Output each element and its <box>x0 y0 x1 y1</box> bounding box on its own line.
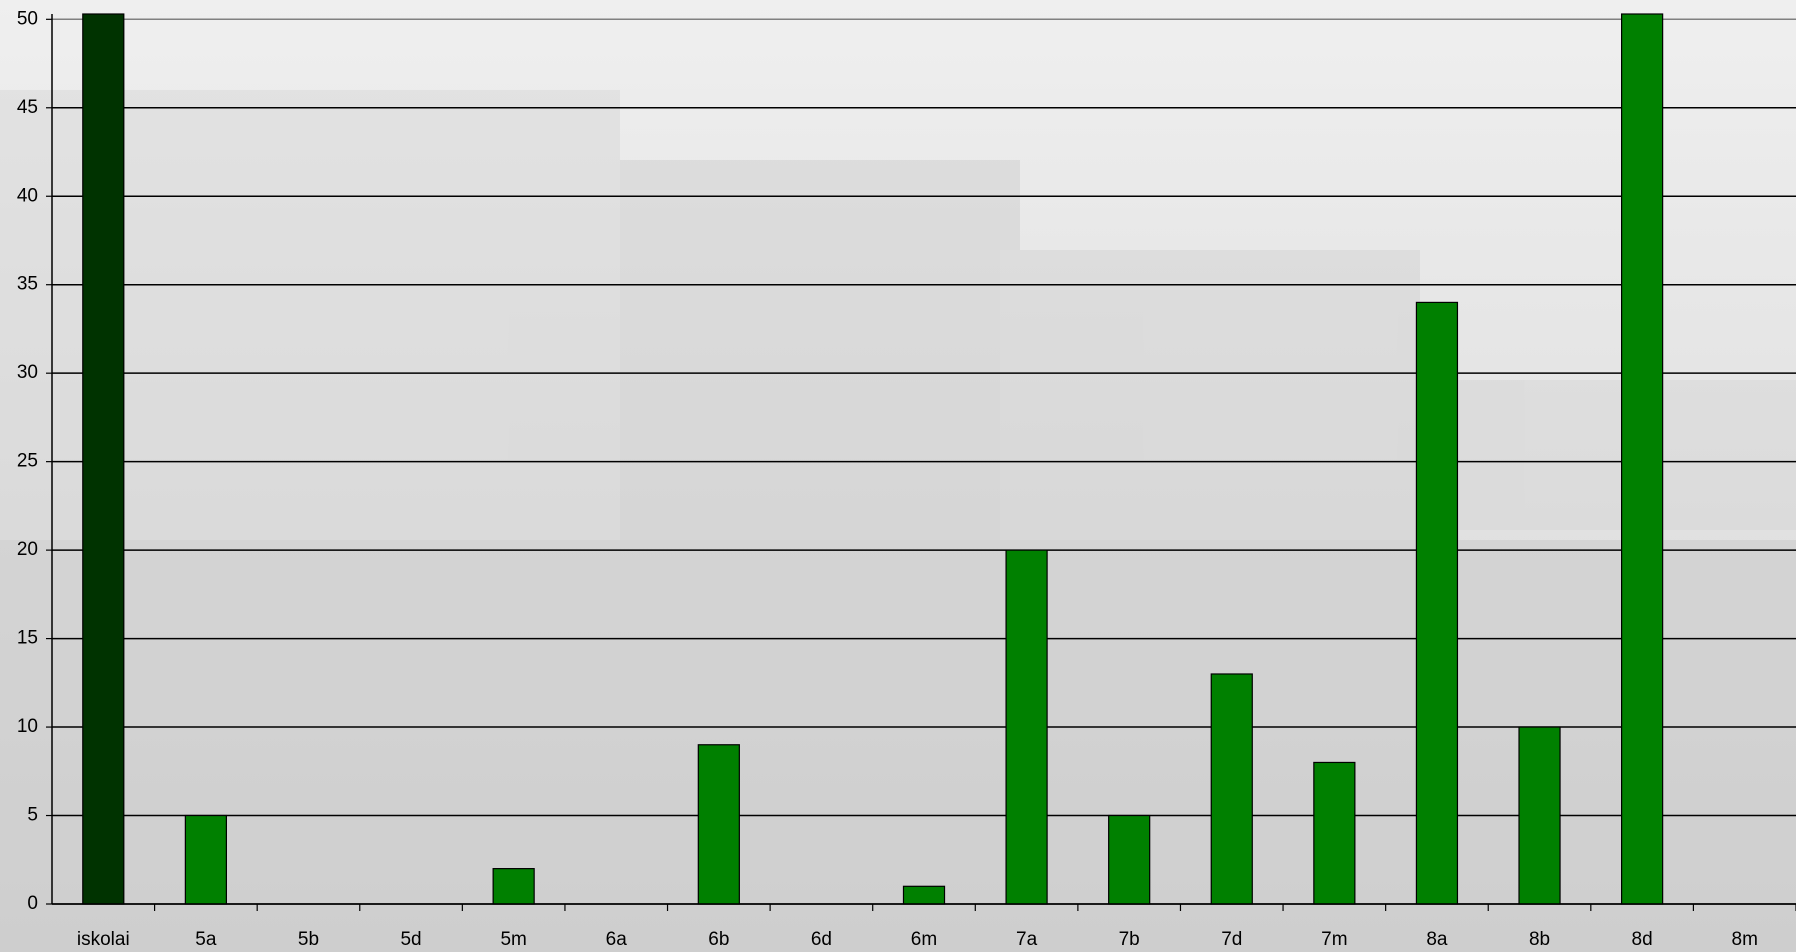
y-tick-label: 25 <box>17 451 38 472</box>
x-tick-label: 5a <box>195 929 217 950</box>
x-tick-label: 8d <box>1632 929 1653 950</box>
y-tick-label: 5 <box>27 805 38 826</box>
y-tick-label: 30 <box>17 362 38 383</box>
y-tick-label: 0 <box>27 893 38 914</box>
bar <box>184 814 227 905</box>
x-tick-label: 6m <box>911 929 937 950</box>
y-tick-label: 40 <box>17 185 38 206</box>
x-tick-label: 6d <box>811 929 832 950</box>
x-tick-label: 6a <box>606 929 628 950</box>
bar <box>1620 13 1664 905</box>
x-tick-label: 8b <box>1529 929 1550 950</box>
x-tick-label: 5d <box>400 929 421 950</box>
x-tick-label: 5m <box>500 929 526 950</box>
bar <box>902 885 946 905</box>
y-tick-label: 45 <box>17 97 38 118</box>
bar <box>1313 761 1356 905</box>
bar <box>697 744 740 905</box>
bar <box>1108 814 1151 905</box>
y-tick-label: 20 <box>17 539 38 560</box>
bar <box>1415 301 1459 905</box>
x-tick-label: 8m <box>1732 929 1758 950</box>
y-tick-label: 15 <box>17 628 38 649</box>
bar <box>1005 549 1048 905</box>
y-tick-label: 10 <box>17 716 38 737</box>
x-tick-label: 7b <box>1119 929 1140 950</box>
y-tick-label: 35 <box>17 274 38 295</box>
x-tick-label: 6b <box>708 929 729 950</box>
x-tick-label: iskolai <box>77 929 130 950</box>
bar <box>492 868 535 905</box>
x-tick-label: 7d <box>1221 929 1242 950</box>
x-tick-label: 5b <box>298 929 319 950</box>
bar <box>1518 726 1561 905</box>
x-tick-label: 7a <box>1016 929 1038 950</box>
bar <box>82 13 125 905</box>
bar <box>1210 673 1253 905</box>
x-tick-label: 8a <box>1426 929 1448 950</box>
background-photo <box>0 90 1796 952</box>
x-tick-label: 7m <box>1321 929 1347 950</box>
y-tick-label: 50 <box>17 8 38 29</box>
